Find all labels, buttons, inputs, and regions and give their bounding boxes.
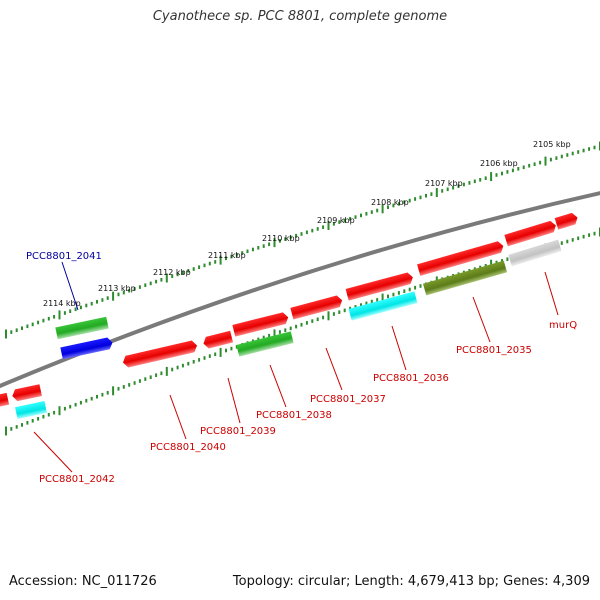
genome-summary-text: Topology: circular; Length: 4,679,413 bp… (232, 574, 590, 589)
gene-label-2042: PCC8801_2042 (39, 474, 115, 485)
gene-label-2040: PCC8801_2040 (150, 442, 226, 453)
genome-backbone (0, 191, 600, 389)
gene-arrow-2035b-top (417, 241, 504, 276)
inner-strand-genes (15, 239, 562, 419)
kbp-label-2107: 2107 kbp (425, 179, 463, 188)
kbp-scale: 2105 kbp 2106 kbp 2107 kbp 2108 kbp 2109… (43, 140, 571, 308)
gene-label-2035: PCC8801_2035 (456, 345, 532, 356)
gene-arrow-2042-top (12, 384, 42, 402)
kbp-label-2112: 2112 kbp (153, 268, 191, 277)
callout-2040 (169, 394, 187, 440)
kbp-label-2113: 2113 kbp (98, 284, 136, 293)
callout-murQ (544, 271, 559, 316)
callout-2041 (61, 261, 79, 311)
gene-arrow-2036-top (345, 272, 413, 301)
gene-arrow-edge-top (0, 392, 10, 408)
callout-lines (33, 261, 559, 473)
accession-text: Accession: NC_011726 (9, 574, 157, 589)
kbp-label-2109: 2109 kbp (317, 216, 355, 225)
gene-label-2039: PCC8801_2039 (200, 426, 276, 437)
gene-label-2041: PCC8801_2041 (26, 251, 102, 262)
gene-arrow-2041-top (60, 337, 113, 360)
callout-2035 (472, 296, 491, 343)
kbp-label-2105: 2105 kbp (533, 140, 571, 149)
gene-arrow-grey (508, 239, 562, 267)
gene-arrow-cyan-mid (348, 291, 418, 321)
gene-labels: murQ PCC8801_2035 PCC8801_2036 PCC8801_2… (26, 251, 577, 485)
outer-tick-row (5, 141, 600, 339)
map-title: Cyanothece sp. PCC 8801, complete genome (152, 9, 448, 24)
gene-arrow-2040-top (122, 340, 198, 368)
kbp-label-2108: 2108 kbp (371, 198, 409, 207)
callout-2039 (227, 377, 241, 424)
kbp-label-2110: 2110 kbp (262, 234, 300, 243)
kbp-label-2111: 2111 kbp (208, 251, 246, 260)
callout-2037 (325, 347, 343, 391)
callout-2038 (269, 364, 287, 408)
outer-strand-genes (0, 212, 578, 408)
kbp-label-2106: 2106 kbp (480, 159, 518, 168)
callout-2042 (33, 431, 73, 473)
gene-arrow-murQ-strand-top (554, 212, 578, 230)
gene-arrow-2037-top (290, 295, 343, 320)
gene-label-2037: PCC8801_2037 (310, 394, 386, 405)
gene-arrow-2039-top (203, 330, 234, 349)
gene-arrow-green-mid (236, 331, 294, 357)
gene-arrow-olive (422, 260, 508, 296)
gene-label-murQ: murQ (549, 320, 577, 331)
kbp-label-2114: 2114 kbp (43, 299, 81, 308)
gene-arrow-cyan-left (15, 401, 47, 419)
gene-arrow-2035-top (504, 220, 556, 247)
gene-arrow-2038-top (232, 312, 289, 337)
gene-label-2036: PCC8801_2036 (373, 373, 449, 384)
callout-2036 (391, 325, 407, 371)
gene-label-2038: PCC8801_2038 (256, 410, 332, 421)
gene-arrow-2041b-top (55, 316, 109, 340)
